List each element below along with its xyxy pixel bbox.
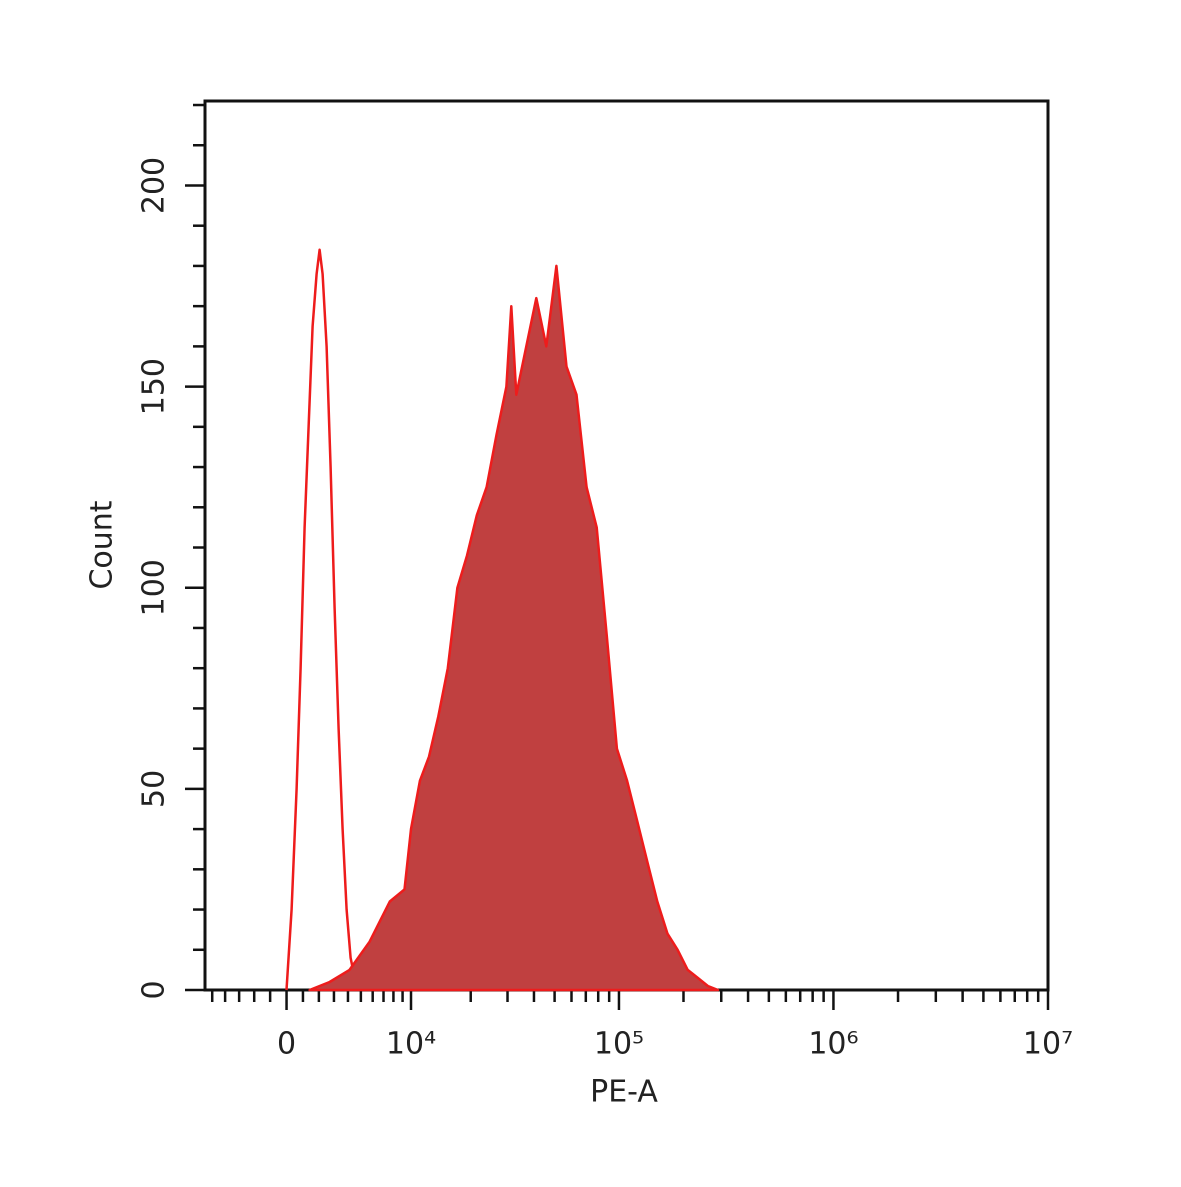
x-tick-label: 10⁴ xyxy=(386,1027,436,1062)
y-tick-label: 50 xyxy=(137,770,172,808)
y-tick-label: 200 xyxy=(137,157,172,214)
histogram-outline xyxy=(285,248,361,991)
y-tick-label: 150 xyxy=(137,358,172,415)
x-tick-label: 10⁵ xyxy=(594,1027,644,1062)
histogram-area xyxy=(308,264,720,992)
x-tick-label: 10⁶ xyxy=(808,1027,858,1062)
y-tick-label: 0 xyxy=(137,980,172,999)
x-tick-label: 0 xyxy=(277,1027,296,1062)
y-axis-label: Count xyxy=(85,500,120,589)
y-tick-label: 100 xyxy=(137,559,172,616)
x-tick-label: 10⁷ xyxy=(1023,1027,1073,1062)
x-axis-label: PE-A xyxy=(590,1075,658,1110)
